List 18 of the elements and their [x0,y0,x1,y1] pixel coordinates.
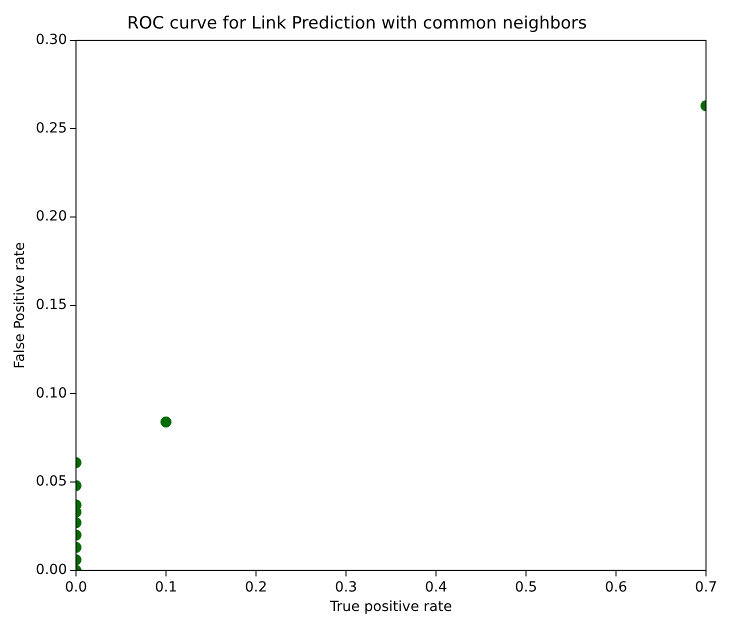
x-tick-label: 0.7 [694,579,718,596]
x-tick-label: 0.2 [244,579,268,596]
x-tick-label: 0.1 [154,579,178,596]
x-tick-label: 0.6 [604,579,628,596]
y-tick-label: 0.30 [36,32,67,48]
x-tick-label: 0.4 [424,579,448,596]
y-axis-title: False Positive rate [12,242,28,369]
x-tick-label: 0.0 [64,579,88,596]
y-tick-label: 0.00 [36,562,67,578]
x-axis-title: True positive rate [328,599,452,616]
x-tick-label: 0.3 [334,579,358,596]
y-tick-label: 0.25 [36,120,67,136]
chart-title: ROC curve for Link Prediction with common neighbors [127,14,588,34]
y-tick-label: 0.05 [36,474,67,490]
y-tick-label: 0.20 [36,208,67,225]
x-tick-label: 0.5 [514,579,538,596]
y-tick-label: 0.15 [36,297,67,314]
y-tick-label: 0.10 [36,385,67,402]
